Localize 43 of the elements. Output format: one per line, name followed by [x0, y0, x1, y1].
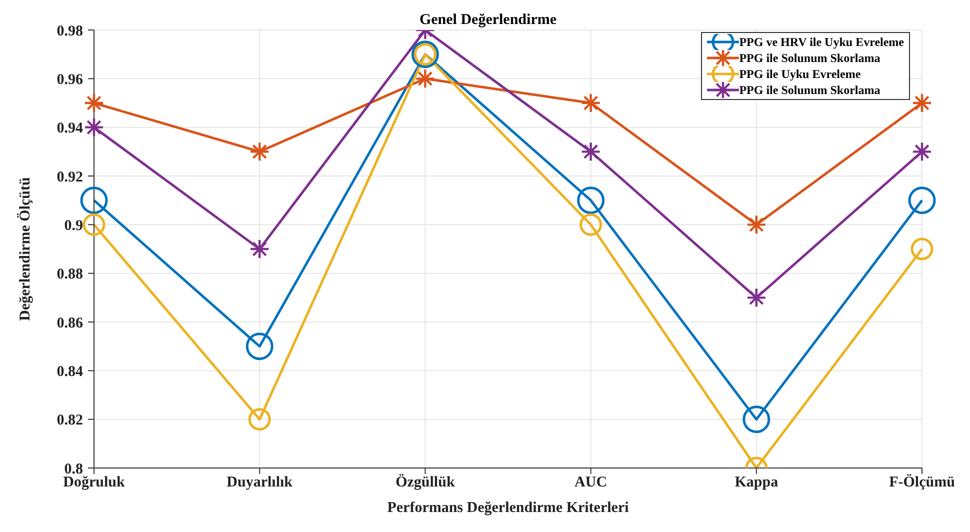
point — [746, 214, 766, 235]
point — [908, 186, 936, 214]
point — [580, 92, 601, 114]
legend-label: PPG ile Uyku Evreleme — [739, 66, 861, 82]
y-tick-label: 0.8 — [64, 461, 83, 478]
point — [912, 92, 932, 114]
point — [248, 408, 271, 431]
point — [250, 142, 270, 162]
point — [82, 213, 106, 236]
legend-label: PPG ile Solunum Skorlama — [739, 82, 880, 98]
y-tick-label: 0.84 — [56, 364, 84, 380]
y-tick-label: 0.96 — [56, 72, 84, 88]
y-tick-label: 0.94 — [56, 120, 84, 137]
x-axis-title: Performans Değerlendirme Kriterleri — [387, 500, 629, 516]
point — [910, 238, 934, 260]
point — [246, 332, 274, 360]
y-tick-label: 0.88 — [56, 266, 83, 283]
point — [580, 142, 601, 162]
point — [250, 238, 270, 260]
point — [580, 213, 602, 236]
legend-label: PPG ile Solunum Skorlama — [739, 50, 880, 66]
point — [746, 288, 766, 308]
point — [84, 117, 104, 138]
x-tick-label: Duyarlılık — [226, 474, 294, 491]
x-tick-label: F-Ölçümü — [889, 474, 955, 491]
x-tick-label: Kappa — [734, 474, 779, 491]
point — [577, 186, 605, 214]
chart-title: Genel Değerlendirme — [419, 12, 557, 28]
y-tick-label: 0.92 — [56, 169, 83, 186]
point — [912, 142, 932, 162]
y-axis-title: Değerlendirme Ölçütü — [16, 177, 34, 321]
y-tick-label: 0.86 — [56, 315, 84, 332]
x-tick-label: Doğruluk — [63, 474, 126, 491]
point — [84, 92, 104, 114]
y-tick-label: 0.82 — [56, 412, 83, 429]
y-tick-label: 0.9 — [64, 218, 83, 234]
legend-label: PPG ve HRV ile Uyku Evreleme — [739, 34, 904, 50]
point — [415, 68, 436, 89]
point — [80, 186, 108, 214]
y-tick-label: 0.98 — [56, 23, 83, 40]
point — [742, 406, 770, 434]
x-tick-label: Özgüllük — [396, 474, 456, 491]
x-tick-label: AUC — [574, 474, 608, 491]
